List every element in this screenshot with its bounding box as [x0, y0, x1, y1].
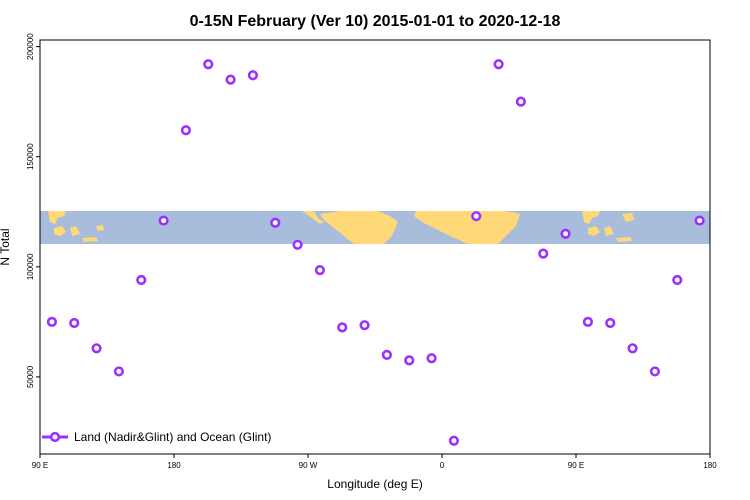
y-tick-label: 100000 [26, 253, 35, 280]
data-point [158, 215, 169, 226]
data-point [515, 96, 527, 107]
data-point [381, 349, 393, 361]
data-point [627, 343, 638, 354]
x-tick-label: 0 [440, 461, 445, 470]
legend-marker [49, 431, 61, 443]
y-tick-label: 50000 [26, 365, 35, 388]
x-axis: 90 E 180 90 W 0 90 E 180 [32, 454, 717, 470]
data-point [225, 74, 236, 85]
data-point [649, 366, 661, 377]
data-point [672, 274, 683, 286]
world-map-band [40, 211, 710, 244]
data-point [538, 248, 549, 259]
data-point [203, 59, 214, 70]
x-tick-label: 90 W [299, 461, 318, 470]
data-point [560, 228, 571, 239]
data-point [694, 215, 705, 226]
x-tick-label: 180 [703, 461, 717, 470]
x-tick-label: 90 E [32, 461, 48, 470]
data-point [113, 366, 125, 377]
plot-frame [39, 39, 711, 455]
y-tick-label: 200000 [26, 33, 35, 60]
data-points [46, 59, 705, 446]
data-point [292, 239, 303, 250]
data-point [426, 353, 437, 364]
x-tick-label: 180 [167, 461, 181, 470]
data-point [314, 265, 326, 276]
legend: Land (Nadir&Glint) and Ocean (Glint) [42, 430, 271, 444]
y-axis: 50000 100000 150000 200000 [26, 33, 40, 388]
data-point [91, 343, 102, 354]
data-point [605, 317, 616, 329]
data-point [359, 320, 370, 331]
data-point [247, 70, 259, 81]
data-point [448, 435, 460, 446]
data-point [270, 217, 281, 228]
y-tick-label: 150000 [26, 143, 35, 170]
x-axis-title: Longitude (deg E) [327, 477, 422, 491]
data-point [180, 125, 192, 136]
chart-title: 0-15N February (Ver 10) 2015-01-01 to 20… [190, 13, 561, 30]
data-point [404, 355, 415, 366]
land-masses [48, 211, 634, 244]
data-point [136, 274, 147, 286]
data-point [493, 59, 504, 70]
data-point [582, 316, 594, 327]
data-point [471, 211, 482, 222]
data-point [46, 316, 58, 327]
legend-label: Land (Nadir&Glint) and Ocean (Glint) [74, 430, 271, 444]
y-axis-title: N Total [0, 228, 12, 265]
data-point [69, 317, 80, 329]
data-point [337, 322, 348, 333]
x-tick-label: 90 E [568, 461, 584, 470]
